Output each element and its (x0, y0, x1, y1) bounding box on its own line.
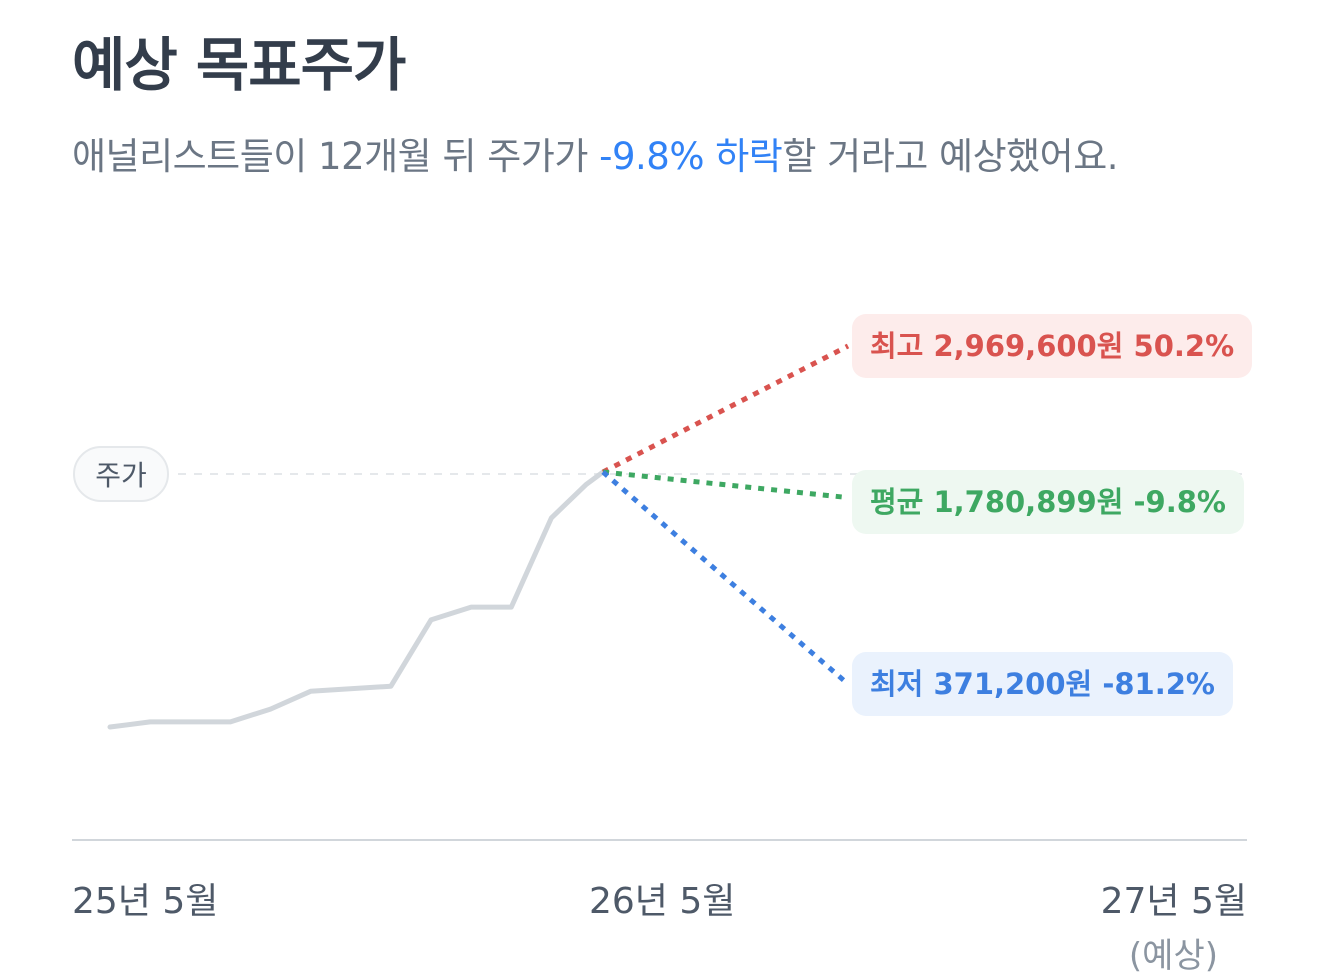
summary-suffix: 할 거라고 예상했어요. (782, 135, 1119, 178)
price-history-line (107, 469, 606, 730)
x-tick-end-note: (예상) (1128, 936, 1218, 976)
forecast-summary: 애널리스트들이 12개월 뒤 주가가 -9.8% 하락할 거라고 예상했어요. (72, 126, 1119, 180)
page-title: 예상 목표주가 (72, 31, 406, 99)
target-average-label: 평균 1,780,899원 -9.8% (852, 470, 1244, 534)
target-high-label: 최고 2,969,600원 50.2% (852, 314, 1253, 378)
projection-line-avg (602, 469, 849, 501)
current-price-label: 주가 (73, 446, 169, 502)
x-tick-end: 27년 5월 (1100, 881, 1247, 922)
x-tick-start: 25년 5월 (72, 881, 219, 922)
target-low-label: 최저 371,200원 -81.2% (852, 652, 1233, 716)
summary-highlight: -9.8% 하락 (599, 135, 783, 178)
summary-prefix: 애널리스트들이 12개월 뒤 주가가 (72, 135, 600, 178)
projection-line-high (601, 343, 850, 475)
projection-line-low (601, 470, 850, 686)
x-tick-current: 26년 5월 (589, 881, 736, 922)
